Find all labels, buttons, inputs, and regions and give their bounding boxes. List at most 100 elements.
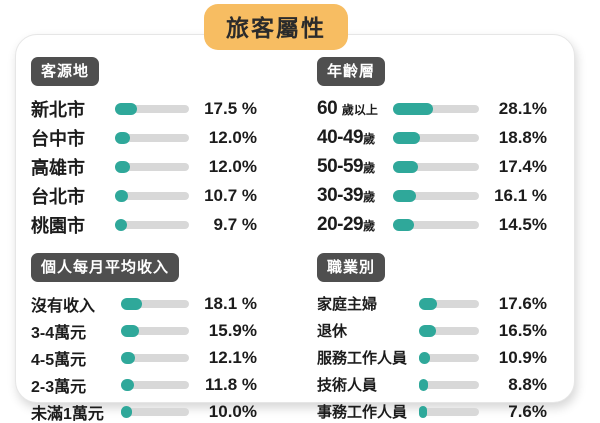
- bar-fill: [115, 160, 130, 173]
- bar-value: 18.8%: [498, 127, 547, 147]
- bar-label: 60 歲以上: [317, 97, 378, 119]
- bar-row: 2-3萬元 11.8 %: [31, 371, 257, 398]
- bar-row: 台北市 10.7 %: [31, 181, 257, 210]
- bar-track: [121, 378, 189, 391]
- bar-label-suffix: 歲: [363, 131, 376, 146]
- bar-track: [121, 351, 189, 364]
- bar-fill: [115, 131, 130, 144]
- bar-label: 退休: [317, 323, 348, 340]
- bar-fill: [419, 297, 437, 310]
- bar-label-suffix: 歲: [363, 160, 376, 175]
- bar-value: 7.6%: [508, 401, 547, 421]
- attributes-card: 客源地 新北市 17.5 % 台中市 12.0% 高雄市 12.0% 台北市 10.7 % 桃園…: [15, 34, 575, 423]
- bar-row: 新北市 17.5 %: [31, 94, 257, 123]
- bar-row: 退休 16.5%: [317, 317, 547, 344]
- bar-value: 12.0%: [208, 127, 257, 147]
- bar-fill: [393, 218, 414, 231]
- panel-income-header: 個人每月平均收入: [31, 253, 180, 282]
- panel-age-rows: 60 歲以上 28.1% 40-49歲 18.8% 50-59歲 17.4% 30-39歲 1…: [317, 94, 547, 239]
- bar-label-suffix: 歲: [363, 189, 376, 204]
- panel-origin-rows: 新北市 17.5 % 台中市 12.0% 高雄市 12.0% 台北市 10.7 % 桃園市 9.7…: [31, 94, 257, 239]
- bar-fill: [419, 378, 428, 391]
- bar-track: [115, 189, 189, 202]
- bar-label: 台北市: [31, 186, 85, 207]
- bar-track: [393, 131, 479, 144]
- bar-value: 11.8 %: [205, 374, 257, 394]
- page-title: 旅客屬性: [204, 4, 348, 50]
- bar-fill: [121, 324, 140, 337]
- bar-row: 40-49歲 18.8%: [317, 123, 547, 152]
- bar-value: 14.5%: [498, 214, 547, 234]
- bar-fill: [121, 405, 133, 418]
- bar-label: 家庭主婦: [317, 296, 378, 313]
- bar-value: 18.1 %: [204, 293, 257, 313]
- bar-row: 服務工作人員 10.9%: [317, 344, 547, 371]
- bar-label: 50-59歲: [317, 155, 376, 177]
- panel-origin: 客源地 新北市 17.5 % 台中市 12.0% 高雄市 12.0% 台北市 10.7 % 桃園…: [31, 57, 257, 239]
- bar-track: [393, 189, 479, 202]
- bar-value: 17.5 %: [204, 98, 257, 118]
- bar-track: [121, 405, 189, 418]
- bar-label: 2-3萬元: [31, 378, 87, 396]
- bar-value: 10.9%: [498, 347, 547, 367]
- bar-track: [115, 160, 189, 173]
- bar-row: 30-39歲 16.1 %: [317, 181, 547, 210]
- panel-occupation-header: 職業別: [317, 253, 386, 282]
- bar-label-suffix: 歲以上: [341, 102, 378, 117]
- bar-fill: [419, 324, 436, 337]
- bar-value: 17.6%: [498, 293, 547, 313]
- bar-fill: [115, 189, 129, 202]
- bar-fill: [419, 405, 427, 418]
- bar-label: 3-4萬元: [31, 324, 87, 342]
- bar-fill: [393, 160, 418, 173]
- bar-value: 10.7 %: [204, 185, 257, 205]
- bar-fill: [393, 102, 434, 115]
- panel-occupation: 職業別 家庭主婦 17.6% 退休 16.5% 服務工作人員 10.9% 技術人員 8.8% 事…: [317, 253, 547, 423]
- bar-track: [419, 351, 479, 364]
- bar-fill: [419, 351, 430, 364]
- bar-fill: [121, 378, 135, 391]
- bar-label: 台中市: [31, 128, 85, 149]
- bar-value: 16.1 %: [494, 185, 547, 205]
- bar-row: 高雄市 12.0%: [31, 152, 257, 181]
- bar-label: 技術人員: [317, 377, 378, 394]
- bar-track: [393, 102, 479, 115]
- bar-row: 沒有收入 18.1 %: [31, 290, 257, 317]
- bar-label: 新北市: [31, 99, 85, 120]
- bar-track: [419, 405, 479, 418]
- bar-value: 12.0%: [208, 156, 257, 176]
- bar-track: [419, 324, 479, 337]
- panel-income-rows: 沒有收入 18.1 % 3-4萬元 15.9% 4-5萬元 12.1% 2-3萬元 11.8 …: [31, 290, 257, 423]
- bar-row: 4-5萬元 12.1%: [31, 344, 257, 371]
- panel-income: 個人每月平均收入 沒有收入 18.1 % 3-4萬元 15.9% 4-5萬元 12.1% 2…: [31, 253, 257, 423]
- bar-row: 3-4萬元 15.9%: [31, 317, 257, 344]
- bar-track: [115, 102, 189, 115]
- bar-row: 技術人員 8.8%: [317, 371, 547, 398]
- bar-row: 未滿1萬元 10.0%: [31, 398, 257, 423]
- bar-label: 桃園市: [31, 215, 85, 236]
- panel-occupation-rows: 家庭主婦 17.6% 退休 16.5% 服務工作人員 10.9% 技術人員 8.8% 事務工作人…: [317, 290, 547, 423]
- bar-track: [419, 297, 479, 310]
- bar-label: 高雄市: [31, 157, 85, 178]
- bar-track: [393, 218, 479, 231]
- bar-value: 15.9%: [208, 320, 257, 340]
- bar-row: 60 歲以上 28.1%: [317, 94, 547, 123]
- bar-row: 20-29歲 14.5%: [317, 210, 547, 239]
- bar-track: [115, 218, 189, 231]
- bar-value: 10.0%: [208, 401, 257, 421]
- bar-fill: [393, 189, 417, 202]
- bar-label: 4-5萬元: [31, 351, 87, 369]
- bar-fill: [121, 351, 135, 364]
- bar-track: [121, 297, 189, 310]
- bar-label: 30-39歲: [317, 184, 376, 206]
- bar-value: 8.8%: [508, 374, 547, 394]
- bar-row: 家庭主婦 17.6%: [317, 290, 547, 317]
- bar-fill: [121, 297, 142, 310]
- bar-fill: [393, 131, 420, 144]
- bar-track: [115, 131, 189, 144]
- bar-value: 16.5%: [498, 320, 547, 340]
- bar-track: [419, 378, 479, 391]
- panels-grid: 客源地 新北市 17.5 % 台中市 12.0% 高雄市 12.0% 台北市 10.7 % 桃園…: [31, 57, 574, 423]
- bar-row: 台中市 12.0%: [31, 123, 257, 152]
